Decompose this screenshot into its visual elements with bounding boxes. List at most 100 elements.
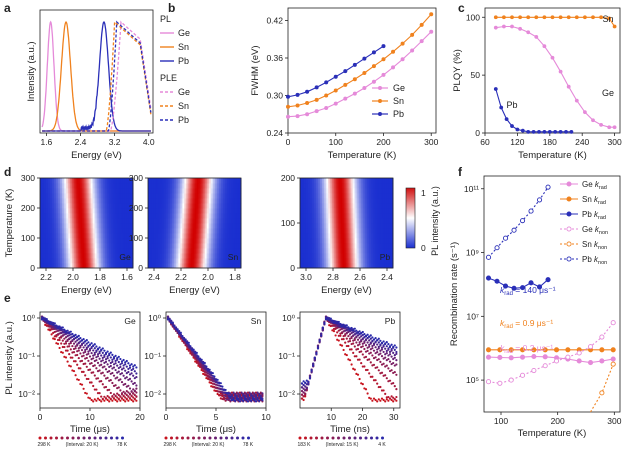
panel-b-cell (110, 243, 114, 249)
panel-b-cell (174, 203, 177, 209)
panel-b-cell (194, 208, 197, 214)
panel-f-point-Ge k_non (542, 363, 548, 369)
panel-e-point (388, 345, 392, 348)
panel-b-cell (100, 188, 104, 194)
panel-e-point (197, 357, 200, 360)
panel-b-cell (382, 243, 386, 249)
panel-b-cell (102, 248, 106, 254)
panel-b-cell (194, 263, 197, 269)
panel-d-xtick-label: 180 (543, 137, 557, 147)
panel-b-cell (156, 188, 159, 194)
panel-b-cell (40, 218, 43, 224)
panel-e-legend-dot (110, 436, 113, 440)
panel-b-cell (236, 188, 240, 194)
panel-b-cell (188, 233, 191, 239)
panel-b-cell (112, 223, 116, 229)
panel-b-cell (202, 228, 206, 234)
panel-b-cell (84, 198, 87, 204)
panel-d-xlabel: Temperature (K) (518, 150, 587, 161)
panel-b-cell (382, 193, 386, 199)
panel-b-cell (150, 233, 153, 239)
panel-b-cell (156, 203, 159, 209)
panel-b-cell (226, 238, 230, 244)
panel-c-legend-marker-Ge (378, 86, 382, 90)
panel-b-cell (48, 218, 51, 224)
panel-b-cell (58, 178, 61, 184)
panel-b-cell (378, 228, 382, 234)
panel-f-ytick-label: 10⁷ (466, 311, 479, 321)
panel-b-cell (162, 248, 165, 254)
panel-b-cell (68, 193, 71, 199)
panel-b-cell (378, 248, 382, 254)
panel-b-cell (48, 233, 51, 239)
panel-e-point (84, 340, 87, 343)
panel-e-point (133, 381, 136, 385)
panel-b-ytick-label: 100 (281, 218, 295, 228)
panel-b-cell (204, 223, 208, 229)
panel-b-cell (206, 248, 210, 254)
panel-d-point-Ge (607, 125, 612, 130)
panel-b-cell (314, 223, 317, 229)
panel-b-cell (54, 193, 57, 199)
panel-b-cell (118, 228, 122, 234)
panel-b-cell (196, 213, 199, 219)
panel-f-point-Ge k_non (531, 367, 537, 374)
panel-b-cell (94, 228, 98, 234)
panel-b-cell (382, 218, 386, 224)
panel-e-point (374, 346, 377, 349)
panel-b-cell (114, 233, 118, 239)
panel-e-point (243, 394, 246, 397)
panel-b-cell (388, 233, 392, 239)
panel-b-cell (102, 253, 106, 259)
panel-letter-c: c (458, 1, 465, 15)
panel-b-cell (54, 243, 57, 249)
panel-b-cell (114, 178, 118, 184)
panel-e-point (347, 326, 350, 329)
panel-e-point (368, 335, 371, 338)
panel-b-cell (46, 218, 49, 224)
panel-b-cell (300, 188, 303, 194)
panel-b-cell (64, 178, 67, 184)
panel-b-cell (88, 198, 91, 204)
panel-b-cell (368, 198, 372, 204)
panel-b-cell (362, 218, 366, 224)
panel-b-cell (176, 213, 179, 219)
panel-b-cell (108, 183, 112, 189)
panel-b-cell (92, 263, 95, 269)
panel-b-cell (382, 198, 386, 204)
panel-b-cell (156, 238, 159, 244)
panel-e-point (119, 399, 122, 402)
panel-b-cell (44, 178, 47, 184)
panel-b-cell (326, 248, 329, 254)
panel-b-cell (176, 178, 179, 184)
panel-b-cell (128, 218, 132, 224)
panel-b-cell (202, 223, 206, 229)
panel-e-point (369, 375, 372, 378)
panel-e-point (69, 330, 72, 333)
panel-b-cell (222, 223, 226, 229)
panel-b-cell (82, 218, 85, 224)
panel-b-cell (202, 253, 206, 259)
panel-b-cell (366, 253, 370, 259)
panel-b-cell (234, 218, 238, 224)
panel-b-cell (126, 243, 130, 249)
panel-e-point (302, 391, 305, 394)
panel-b-cell (68, 183, 71, 189)
panel-b-cell (308, 218, 311, 224)
panel-b-cell (310, 233, 313, 239)
panel-b-cell (340, 208, 343, 214)
panel-b-cell (314, 243, 317, 249)
panel-b-cell (126, 238, 130, 244)
panel-b-cell (198, 198, 201, 204)
panel-b-cell (150, 193, 153, 199)
panel-e-point (173, 326, 176, 329)
panel-e-point (120, 392, 124, 395)
panel-b-cell (196, 178, 199, 184)
panel-f-xtick-label: 100 (494, 416, 508, 426)
panel-b-cell (164, 198, 167, 204)
panel-b-cell (182, 223, 185, 229)
panel-b-cell (110, 193, 114, 199)
panel-b-ytick-label: 300 (21, 173, 35, 183)
panel-b-cell (330, 223, 333, 229)
panel-b-cell (238, 183, 242, 189)
